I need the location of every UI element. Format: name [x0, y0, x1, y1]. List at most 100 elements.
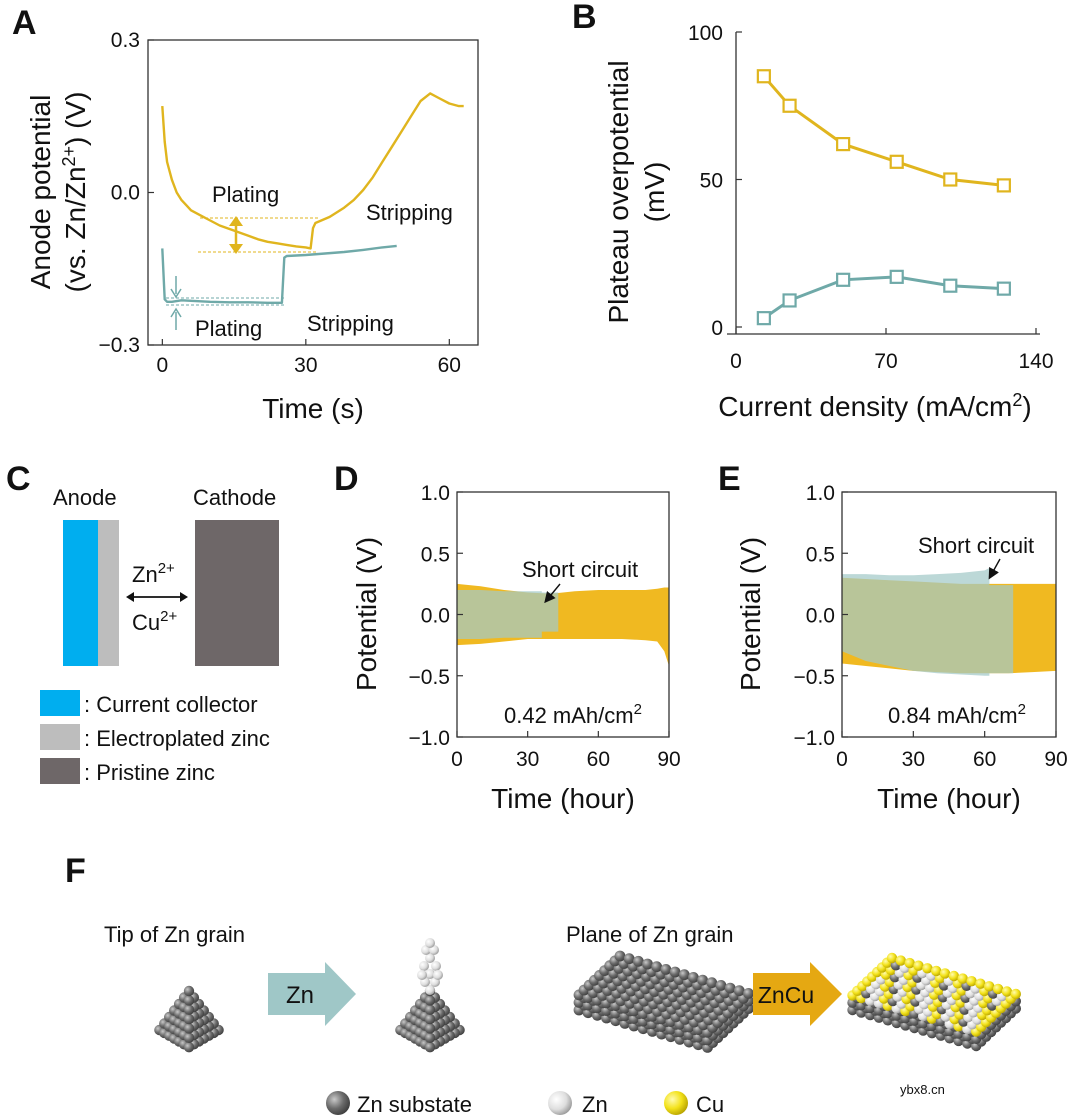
chart-b-marker-teal — [943, 278, 958, 293]
legend-swatch-pristine — [40, 758, 80, 784]
chart-e-ytick-label: −0.5 — [794, 666, 835, 689]
legend-zn-icon — [548, 1091, 572, 1115]
chart-b-line-gold — [762, 75, 1005, 187]
chart-b-marker-gold — [782, 98, 797, 113]
chart-b-marker-teal — [889, 269, 904, 284]
panel-label-a: A — [12, 4, 37, 42]
chart-b-marker-gold — [943, 172, 958, 187]
teal-up-arrow — [170, 307, 182, 330]
chart-d-arrow — [544, 583, 561, 604]
legend-zn-substrate-icon — [326, 1091, 350, 1115]
chart-a-series-gold — [161, 92, 464, 250]
legend-zn-substrate: Zn substate — [357, 1092, 472, 1117]
chart-b-ylabel-1: Plateau overpotential — [603, 60, 634, 323]
chart-e-xtick-label: 0 — [836, 748, 848, 771]
watermark: ybx8.cn — [900, 1082, 945, 1097]
chart-d-xtick-label: 60 — [587, 748, 610, 771]
chart-a-xtick-label: 60 — [438, 354, 461, 377]
chart-a-xtick-label: 0 — [157, 354, 169, 377]
annotation-plating-teal: Plating — [195, 316, 262, 341]
panel-label-f: F — [65, 852, 86, 890]
chart-d-ytick-label: −1.0 — [409, 727, 450, 750]
annotation-stripping-gold: Stripping — [366, 200, 453, 225]
teal-down-arrow — [170, 276, 182, 299]
zn-plane-slab — [573, 950, 754, 1053]
panel-label-e: E — [718, 460, 741, 498]
legend-swatch-electro — [40, 724, 80, 750]
chart-a-series-teal — [161, 244, 397, 304]
chart-b-ytick-label: 0 — [711, 317, 723, 340]
annotation-plating-gold: Plating — [212, 182, 279, 207]
panel-f: F Tip of Zn grain Plane of Zn grain Zn Z… — [65, 852, 1021, 1117]
chart-b-xtick-label: 140 — [1018, 350, 1053, 373]
chart-d-ylabel: Potential (V) — [351, 537, 382, 691]
chart-d-annotation: Short circuit — [522, 557, 638, 582]
chart-d-xlabel: Time (hour) — [491, 783, 635, 814]
chart-b-ylabel-2: (mV) — [639, 162, 670, 223]
chart-d-ytick-label: 0.0 — [421, 605, 450, 628]
gold-double-arrow — [229, 216, 243, 254]
panel-label-b: B — [572, 0, 597, 36]
panel-c: C Anode Cathode Zn2+ Cu2+ : Current coll… — [6, 460, 279, 785]
chart-a-xtick-label: 30 — [294, 354, 317, 377]
legend-current-collector: : Current collector — [84, 692, 258, 717]
chart-b-marker-teal — [836, 272, 851, 287]
chart-e-xtick-label: 30 — [902, 748, 925, 771]
chart-b-marker-gold — [996, 178, 1011, 193]
chart-e-ytick-label: 0.0 — [806, 605, 835, 628]
chart-a-ytick-label: −0.3 — [99, 334, 140, 357]
chart-b-ytick-label: 50 — [700, 170, 723, 193]
chart-d-ytick-label: 1.0 — [421, 482, 450, 505]
ion-zn-label: Zn2+ — [132, 560, 175, 587]
panel-label-d: D — [334, 460, 359, 498]
chart-d-xtick-label: 90 — [657, 748, 680, 771]
chart-e-ylabel: Potential (V) — [735, 537, 766, 691]
legend-swatch-collector — [40, 690, 80, 716]
chart-e-xtick-label: 90 — [1044, 748, 1067, 771]
chart-b-line-teal — [763, 275, 1004, 320]
panel-d: D 0 30 60 90 1.0 0.5 0.0 −0.5 −1.0 Time (hour) P… — [334, 460, 681, 814]
annotation-stripping-teal: Stripping — [307, 311, 394, 336]
chart-b-xlabel: Current density (mA/cm2) — [718, 390, 1031, 422]
chart-b-marker-gold — [756, 69, 771, 84]
chart-d-ytick-label: 0.5 — [421, 543, 450, 566]
panel-a: A 0 30 60 −0.3 0.0 0.3 Time (s) Anode potenti… — [12, 4, 479, 424]
anode-label: Anode — [53, 485, 117, 510]
chart-a-ylabel-1: Anode potential — [25, 95, 56, 290]
chart-b-marker-teal — [756, 311, 771, 326]
chart-b-marker-teal — [996, 281, 1011, 296]
panel-e: E 0 30 60 90 1.0 0.5 0.0 −0.5 −1.0 Time (hour) P… — [718, 460, 1068, 814]
chart-a-xlabel: Time (s) — [262, 393, 364, 424]
chart-e-teal-band — [842, 568, 1014, 676]
legend-pristine-zinc: : Pristine zinc — [84, 760, 215, 785]
chart-e-capacity: 0.84 mAh/cm2 — [888, 701, 1026, 728]
double-arrow-ions — [126, 592, 188, 602]
pristine-zinc-block — [195, 520, 279, 666]
chart-e-ytick-label: 0.5 — [806, 543, 835, 566]
chart-e-annotation: Short circuit — [918, 533, 1034, 558]
chart-b-ytick-label: 100 — [688, 22, 723, 45]
panel-label-c: C — [6, 460, 31, 498]
ion-cu-label: Cu2+ — [132, 608, 177, 635]
legend-electroplated-zinc: : Electroplated zinc — [84, 726, 270, 751]
chart-b-xtick-label: 70 — [874, 350, 897, 373]
chart-b-xtick-label: 0 — [730, 350, 742, 373]
zncu-plane-slab — [847, 952, 1021, 1052]
chart-b-marker-gold — [836, 137, 851, 152]
legend-cu-icon — [664, 1091, 688, 1115]
chart-d-capacity: 0.42 mAh/cm2 — [504, 701, 642, 728]
chart-d-xtick-label: 0 — [451, 748, 463, 771]
current-collector-block — [63, 520, 98, 666]
zn-arrow: Zn — [268, 962, 356, 1026]
chart-a-ytick-label: 0.0 — [111, 182, 140, 205]
chart-e-arrow — [988, 558, 1001, 580]
chart-e-xlabel: Time (hour) — [877, 783, 1021, 814]
zn-arrow-label: Zn — [286, 982, 314, 1009]
chart-a-frame — [147, 39, 479, 346]
chart-e-ytick-label: −1.0 — [794, 727, 835, 750]
electroplated-zinc-block — [98, 520, 119, 666]
chart-b-marker-gold — [889, 154, 904, 169]
zn-tip-pyramid — [154, 985, 224, 1053]
legend-zn: Zn — [582, 1092, 608, 1117]
